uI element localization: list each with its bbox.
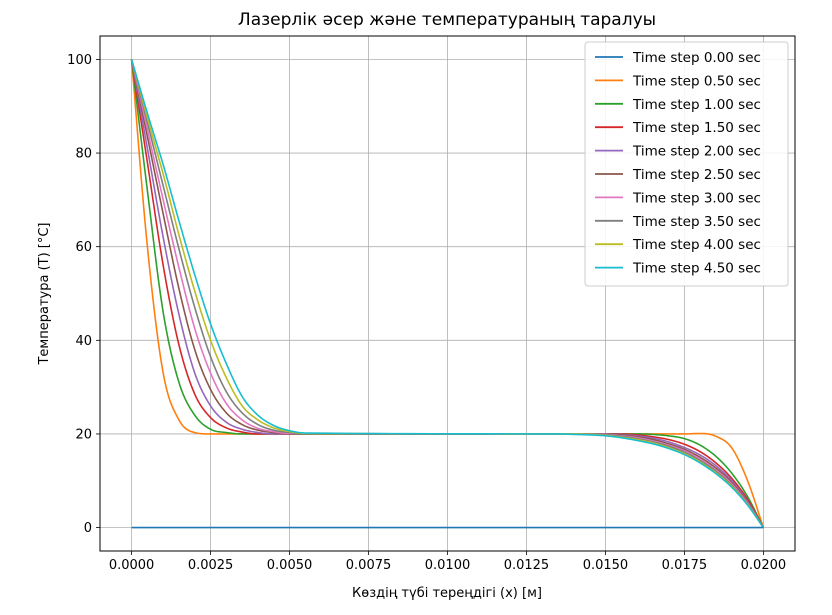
series-line-9: [130, 59, 765, 529]
series-line-1: [130, 59, 765, 528]
legend-label: Time step 0.00 sec: [632, 50, 761, 66]
y-tick-label: 100: [67, 53, 92, 68]
series-layer: [130, 59, 765, 529]
x-tick-label: 0.0100: [425, 558, 471, 573]
x-tick-label: 0.0075: [346, 558, 392, 573]
x-tick-label: 0.0050: [267, 558, 313, 573]
legend-label: Time step 1.00 sec: [632, 97, 761, 113]
x-axis-label: Көздің түбі тереңдігі (x) [м]: [352, 586, 542, 601]
series-line-2: [130, 59, 765, 528]
legend-label: Time step 2.50 sec: [632, 167, 761, 183]
axis-ticks: 0.0000 0.0025 0.0050 0.0075 0.0100 0.0125 0.01…: [67, 53, 786, 573]
y-tick-label: 40: [75, 334, 92, 349]
legend-label: Time step 3.50 sec: [632, 214, 761, 230]
x-tick-label: 0.0000: [109, 558, 155, 573]
legend-label: Time step 3.00 sec: [632, 190, 761, 206]
x-tick-label: 0.0125: [504, 558, 550, 573]
chart-title: Лазерлік әсер және температураның таралу…: [238, 10, 656, 30]
x-tick-label: 0.0200: [741, 558, 787, 573]
legend-label: Time step 0.50 sec: [632, 73, 761, 89]
legend-label: Time step 4.50 sec: [632, 261, 761, 277]
x-tick-label: 0.0150: [583, 558, 629, 573]
legend-label: Time step 2.00 sec: [632, 144, 761, 160]
x-tick-label: 0.0175: [662, 558, 708, 573]
legend-box: [584, 41, 789, 287]
legend: Time step 0.00 sec Time step 0.50 sec Time…: [584, 41, 789, 287]
legend-label: Time step 1.50 sec: [632, 120, 761, 136]
y-axis-label: Температура (T) [°C]: [37, 222, 52, 365]
y-tick-label: 80: [75, 147, 92, 162]
y-tick-label: 20: [75, 427, 92, 442]
legend-label: Time step 4.00 sec: [632, 237, 761, 253]
x-tick-label: 0.0025: [188, 558, 234, 573]
y-tick-label: 0: [84, 521, 92, 536]
y-tick-label: 60: [75, 240, 92, 255]
